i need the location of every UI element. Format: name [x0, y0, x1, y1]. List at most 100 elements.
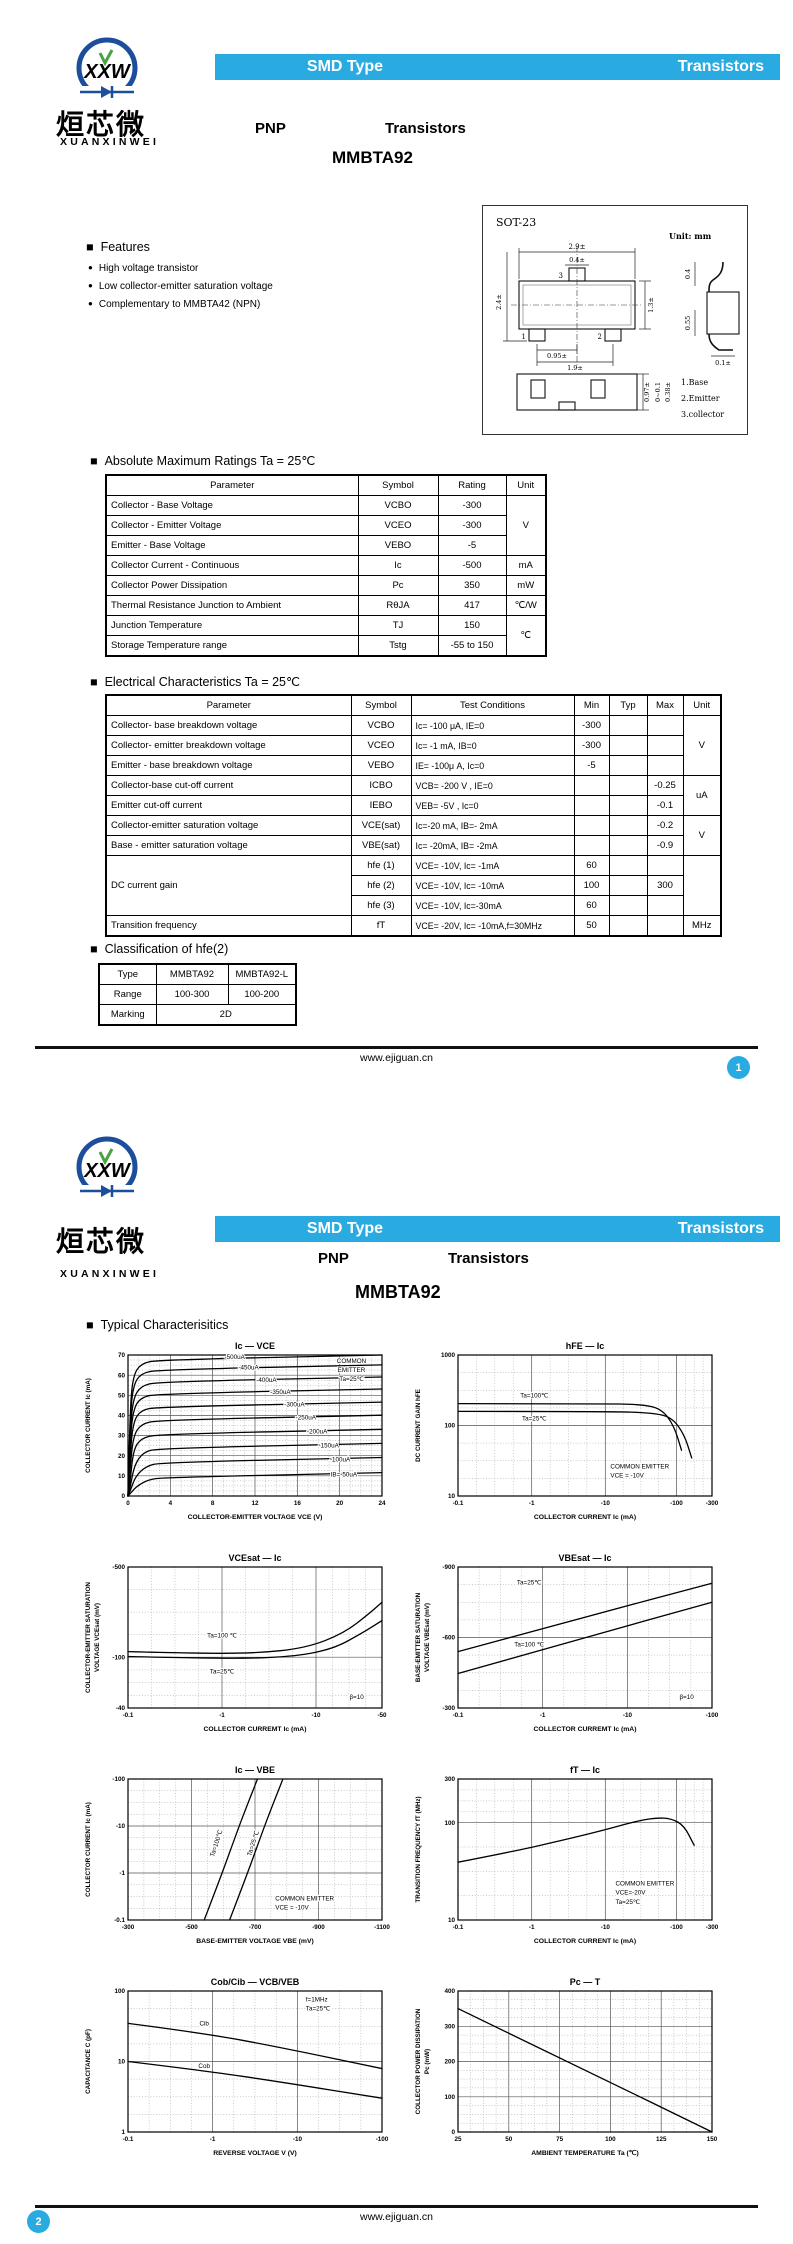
dim-bottom-height: 0.97±	[643, 382, 651, 402]
max-cell: -0.1	[646, 795, 684, 816]
chart-title: VCEsat — Ic	[228, 1553, 281, 1563]
data-curve	[203, 1778, 259, 1921]
chart-title: Cob/Cib — VCB/VEB	[211, 1977, 300, 1987]
y-tick-label: 10	[118, 1473, 126, 1480]
table-row: Storage Temperature range Tstg -55 to 150	[105, 635, 546, 657]
x-tick-label: -1	[540, 1712, 546, 1719]
pin1-number: 1	[522, 333, 526, 341]
typ-cell	[608, 855, 648, 876]
chart-annotation: EMITTER	[338, 1367, 366, 1374]
pin2-label: 2.Emitter	[681, 394, 720, 403]
x-tick-label: -10	[293, 2136, 303, 2143]
parameter-cell: Collector-emitter saturation voltage	[105, 815, 352, 836]
section-marker: ■	[90, 942, 98, 956]
symbol-cell: VCE(sat)	[350, 815, 412, 836]
symbol-cell: RθJA	[357, 595, 439, 616]
x-tick-label: -0.1	[453, 1500, 464, 1507]
typ-cell	[608, 715, 648, 736]
dim-standoff: 0~0.1	[654, 382, 662, 402]
brand-en-name: XUANXINWEI	[60, 1268, 160, 1280]
y-tick-label: 50	[118, 1393, 126, 1400]
chart-pc-ta: Pc — T 25 50 75 100 125 150 400 300 200 100 0 AMBIEN…	[415, 1977, 718, 2157]
y-tick-label: -100	[112, 1776, 125, 1783]
y-tick-label: -0.1	[114, 1917, 125, 1924]
chart-annotation: Cob	[198, 2063, 210, 2070]
column-header: Min	[573, 694, 610, 716]
plot-border	[127, 1778, 383, 1921]
parameter-cell: Base - emitter saturation voltage	[105, 835, 352, 856]
chart-annotation: COMMON	[337, 1358, 367, 1365]
banner-transistors: Transistors	[677, 58, 764, 75]
family-transistors: Transistors	[448, 1250, 529, 1267]
chart-annotation: VCE = -10V	[275, 1904, 309, 1911]
min-cell: 60	[573, 895, 610, 916]
chart-annotation: -450uA	[238, 1365, 259, 1372]
x-axis-label: AMBIENT TEMPERATURE Ta (℃)	[531, 2149, 638, 2157]
symbol-cell: Tstg	[357, 635, 439, 657]
electrical-heading: ■ Electrical Characteristics Ta = 25℃	[90, 675, 301, 689]
y-tick-label: 70	[118, 1352, 126, 1359]
chart-ic-vce-output: Ic — VCE 0 4 8 12 16 20 24 70 60 50 40 30 20 10 0 COLLEC…	[85, 1341, 386, 1521]
plot-border	[457, 1354, 713, 1497]
conditions-cell: Ic=-20 mA, IB=- 2mA	[410, 815, 575, 836]
typ-cell	[608, 735, 648, 756]
conditions-cell: VCE= -10V, Ic= -10mA	[410, 875, 575, 896]
x-tick-label: -10	[601, 1924, 611, 1931]
row-label-cell: Type	[98, 963, 157, 985]
unit-cell: MHz	[682, 915, 722, 937]
symbol-cell: VCBO	[357, 495, 439, 516]
abs-max-heading: ■ Absolute Maximum Ratings Ta = 25℃	[90, 454, 316, 468]
y-axis-label: COLLECTOR CURRENT Ic (mA)	[85, 1802, 92, 1897]
section-marker: ■	[90, 675, 98, 689]
data-curve	[127, 1619, 383, 1659]
y-tick-label: 0	[121, 1493, 125, 1500]
y-tick-label: -900	[442, 1564, 455, 1571]
typ-cell	[608, 795, 648, 816]
company-logo-icon: XXW	[76, 1136, 138, 1198]
table-row: Collector-base cut-off current ICBO VCB= -…	[105, 775, 722, 816]
footer-url: www.ejiguan.cn	[360, 1052, 433, 1064]
dim-body-width: 2.9±	[569, 243, 586, 251]
symbol-cell: VCEO	[350, 735, 412, 756]
parameter-cell: Collector - Emitter Voltage	[105, 515, 359, 536]
y-tick-label: 20	[118, 1453, 126, 1460]
plot-border	[127, 1566, 383, 1709]
dim-lead-thickness: 0.1±	[715, 359, 731, 367]
table-header-row: Parameter Symbol Test Conditions Min Typ Max U…	[105, 694, 722, 716]
unit-cell: V	[682, 715, 722, 776]
typ-cell	[608, 835, 648, 856]
typ-cell	[608, 815, 648, 836]
symbol-cell: fT	[350, 915, 412, 937]
column-header: Symbol	[350, 694, 412, 716]
table-row: Thermal Resistance Junction to Ambient Rθ…	[105, 595, 547, 616]
x-tick-label: -100	[670, 1500, 683, 1507]
table-row: Collector - Base Voltage VCBO -300 V	[105, 495, 547, 556]
rating-cell: 417	[437, 595, 507, 616]
x-axis-label: BASE-EMITTER VOLTAGE VBE (mV)	[196, 1938, 314, 1945]
conditions-cell: VCE= -10V, Ic= -1mA	[410, 855, 575, 876]
x-tick-label: -100	[706, 1712, 719, 1719]
parameter-cell: Junction Temperature	[105, 615, 359, 636]
table-row: Marking 2D	[98, 1004, 297, 1026]
chart-annotation: -100uA	[330, 1457, 351, 1464]
dim-foot: 0.38±	[664, 382, 672, 402]
family-pnp: PNP	[318, 1250, 349, 1267]
x-axis-label: COLLECTOR CURRENT Ic (mA)	[534, 1938, 636, 1945]
x-tick-label: -1100	[374, 1924, 390, 1931]
brand-cn-name: 烜芯微	[56, 109, 147, 140]
chart-annotation: -200uA	[307, 1428, 328, 1435]
y-tick-label: 100	[444, 2094, 455, 2101]
page-number-badge: 1	[727, 1056, 750, 1079]
typ-cell	[608, 915, 648, 937]
min-cell: 50	[573, 915, 610, 937]
classification-table: Type MMBTA92 MMBTA92-L Range 100-300 100-200 M…	[98, 963, 297, 1026]
max-cell	[646, 895, 684, 916]
chart-ft-ic: fT — Ic -0.1 -1 -10 -100 -300 300 100 10 COLLECTO…	[415, 1765, 719, 1945]
max-cell	[646, 715, 684, 736]
x-tick-label: -10	[623, 1712, 633, 1719]
banner-smd-type: SMD Type	[306, 1220, 384, 1237]
max-cell	[646, 855, 684, 876]
max-cell	[646, 915, 684, 937]
data-curve	[457, 2007, 713, 2133]
min-cell	[573, 835, 610, 856]
